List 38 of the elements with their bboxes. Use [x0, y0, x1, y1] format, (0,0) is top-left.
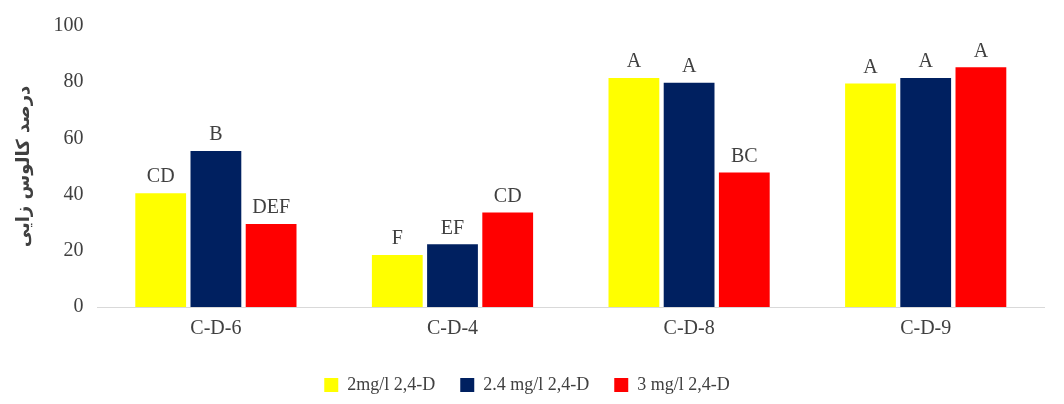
- bar: [663, 82, 715, 307]
- x-tick-label: C-D-9: [900, 316, 952, 339]
- y-tick-label: 60: [63, 125, 84, 148]
- legend-label: 3 mg/l 2,4-D: [637, 373, 730, 394]
- x-tick-label: C-D-4: [426, 316, 479, 339]
- bar: [190, 151, 242, 307]
- data-label: B: [209, 122, 223, 145]
- y-tick-label: 0: [73, 294, 84, 317]
- legend-label: 2.4 mg/l 2,4-D: [483, 373, 590, 394]
- y-tick-label: 40: [63, 181, 84, 204]
- bar: [482, 212, 534, 307]
- bar: [371, 255, 423, 307]
- data-label: A: [973, 38, 989, 61]
- data-label: CD: [146, 164, 175, 187]
- data-label: BC: [730, 143, 758, 166]
- data-label: DEF: [252, 195, 291, 218]
- data-label: A: [918, 49, 934, 72]
- y-tick-label: 80: [63, 69, 84, 92]
- bar: [427, 244, 478, 307]
- data-label: F: [391, 226, 403, 249]
- data-label: A: [681, 54, 697, 77]
- y-axis-title: درصد کالوس زایی: [12, 85, 35, 248]
- bar: [608, 77, 660, 307]
- legend-label: 2mg/l 2,4-D: [347, 373, 436, 394]
- x-tick-label: C-D-6: [190, 316, 242, 339]
- y-tick-label: 100: [53, 13, 84, 36]
- bar: [955, 67, 1007, 307]
- data-label: A: [626, 49, 642, 72]
- data-label: EF: [440, 215, 465, 238]
- bar: [245, 224, 297, 307]
- data-label: CD: [493, 183, 522, 206]
- bar: [718, 172, 770, 307]
- bar: [845, 83, 896, 307]
- x-tick-label: C-D-8: [663, 316, 715, 339]
- bar: [900, 77, 952, 307]
- data-label: A: [863, 54, 879, 77]
- bar: [135, 193, 187, 307]
- y-tick-label: 20: [63, 238, 84, 261]
